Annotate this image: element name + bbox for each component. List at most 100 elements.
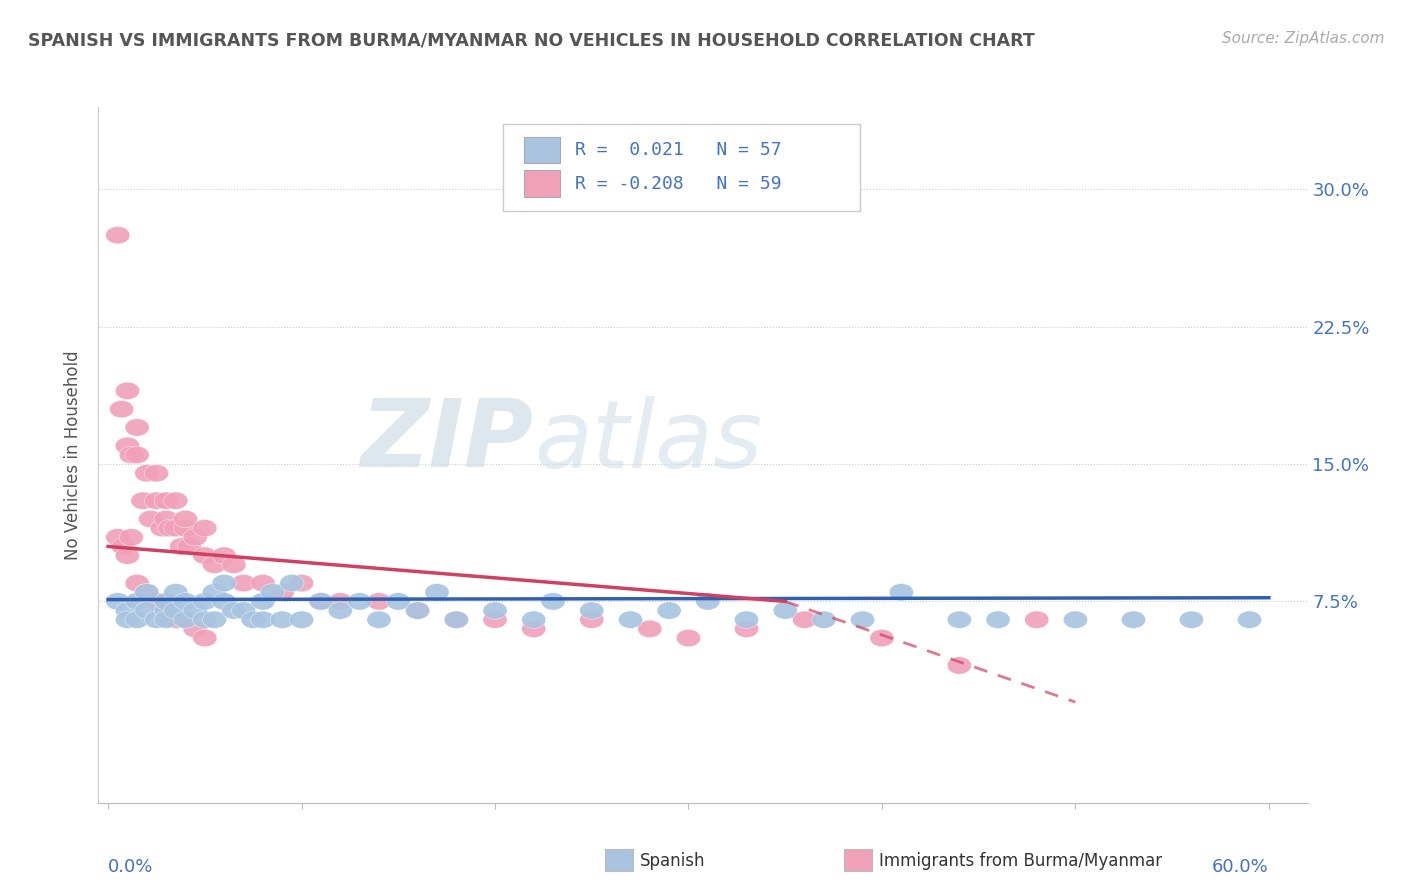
Ellipse shape [889,583,914,601]
Ellipse shape [155,602,179,619]
Ellipse shape [163,611,188,628]
Ellipse shape [125,446,149,464]
Ellipse shape [173,611,198,628]
Ellipse shape [202,611,226,628]
Text: SPANISH VS IMMIGRANTS FROM BURMA/MYANMAR NO VEHICLES IN HOUSEHOLD CORRELATION CH: SPANISH VS IMMIGRANTS FROM BURMA/MYANMAR… [28,31,1035,49]
Ellipse shape [579,602,603,619]
Ellipse shape [135,602,159,619]
Ellipse shape [111,538,135,555]
Ellipse shape [212,574,236,591]
Ellipse shape [270,611,294,628]
Ellipse shape [222,602,246,619]
Ellipse shape [290,574,314,591]
Text: Source: ZipAtlas.com: Source: ZipAtlas.com [1222,31,1385,46]
Ellipse shape [170,538,194,555]
Ellipse shape [177,538,201,555]
Ellipse shape [232,574,256,591]
Ellipse shape [202,556,226,574]
Ellipse shape [290,611,314,628]
Ellipse shape [309,592,333,610]
Ellipse shape [405,602,430,619]
Ellipse shape [150,519,174,537]
Ellipse shape [125,418,149,436]
Ellipse shape [105,227,129,244]
Text: 60.0%: 60.0% [1212,858,1268,877]
Ellipse shape [1063,611,1087,628]
Ellipse shape [120,529,143,546]
Ellipse shape [212,547,236,565]
Ellipse shape [811,611,837,628]
Ellipse shape [522,620,546,638]
Ellipse shape [367,592,391,610]
Ellipse shape [155,592,179,610]
Ellipse shape [212,592,236,610]
Ellipse shape [155,510,179,528]
Ellipse shape [851,611,875,628]
Ellipse shape [135,583,159,601]
Ellipse shape [367,611,391,628]
Ellipse shape [125,611,149,628]
Ellipse shape [773,602,797,619]
Ellipse shape [193,611,217,628]
Ellipse shape [260,583,284,601]
Ellipse shape [163,583,188,601]
Ellipse shape [250,611,276,628]
Bar [524,137,561,163]
Ellipse shape [425,583,449,601]
Ellipse shape [135,465,159,482]
Ellipse shape [405,602,430,619]
Ellipse shape [387,592,411,610]
Ellipse shape [131,492,155,509]
Ellipse shape [183,620,207,638]
Ellipse shape [948,611,972,628]
Ellipse shape [125,574,149,591]
Ellipse shape [1025,611,1049,628]
Ellipse shape [110,401,134,417]
Ellipse shape [163,602,188,619]
Ellipse shape [125,592,149,610]
Ellipse shape [105,592,129,610]
Ellipse shape [183,529,207,546]
Ellipse shape [155,492,179,509]
Text: Immigrants from Burma/Myanmar: Immigrants from Burma/Myanmar [879,852,1161,870]
Ellipse shape [232,602,256,619]
Ellipse shape [145,492,169,509]
Ellipse shape [619,611,643,628]
Ellipse shape [579,611,603,628]
Y-axis label: No Vehicles in Household: No Vehicles in Household [65,350,83,560]
Ellipse shape [280,574,304,591]
Text: Spanish: Spanish [640,852,706,870]
Ellipse shape [1237,611,1261,628]
Ellipse shape [948,657,972,674]
Ellipse shape [657,602,682,619]
Bar [524,170,561,197]
Text: atlas: atlas [534,395,762,486]
Ellipse shape [309,592,333,610]
Ellipse shape [145,611,169,628]
Ellipse shape [270,583,294,601]
Ellipse shape [541,592,565,610]
Ellipse shape [183,602,207,619]
Text: R =  0.021   N = 57: R = 0.021 N = 57 [575,141,782,159]
Ellipse shape [347,592,371,610]
Ellipse shape [139,510,163,528]
Ellipse shape [482,611,508,628]
Ellipse shape [1122,611,1146,628]
Ellipse shape [135,583,159,601]
Ellipse shape [676,630,700,647]
Ellipse shape [328,592,353,610]
Ellipse shape [240,611,266,628]
Ellipse shape [522,611,546,628]
Ellipse shape [163,492,188,509]
Ellipse shape [870,630,894,647]
Ellipse shape [115,437,139,454]
Ellipse shape [696,592,720,610]
Ellipse shape [444,611,468,628]
Text: 0.0%: 0.0% [108,858,153,877]
Ellipse shape [173,510,198,528]
Ellipse shape [250,574,276,591]
Ellipse shape [145,465,169,482]
FancyBboxPatch shape [503,124,860,211]
Ellipse shape [793,611,817,628]
Ellipse shape [638,620,662,638]
